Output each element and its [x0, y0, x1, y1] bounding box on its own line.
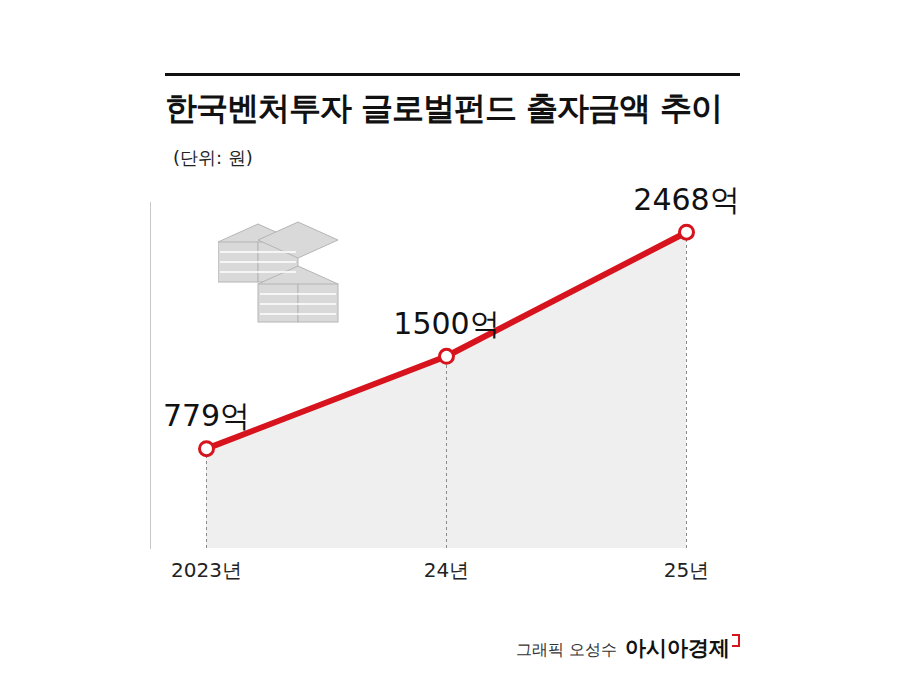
svg-text:779억: 779억 [163, 398, 250, 433]
svg-text:24년: 24년 [424, 558, 469, 582]
svg-text:2468억: 2468억 [633, 182, 739, 217]
svg-text:1500억: 1500억 [393, 306, 499, 341]
svg-text:2023년: 2023년 [171, 558, 242, 582]
svg-text:25년: 25년 [664, 558, 709, 582]
html-text:(단위: 원): (단위: 원) [173, 147, 253, 168]
html-text:한국벤처투자 글로벌펀드 출자금액 추이: 한국벤처투자 글로벌펀드 출자금액 추이 [165, 89, 723, 127]
html-text:그래픽 오성수 아시아경제: 그래픽 오성수 아시아경제 [515, 636, 730, 660]
